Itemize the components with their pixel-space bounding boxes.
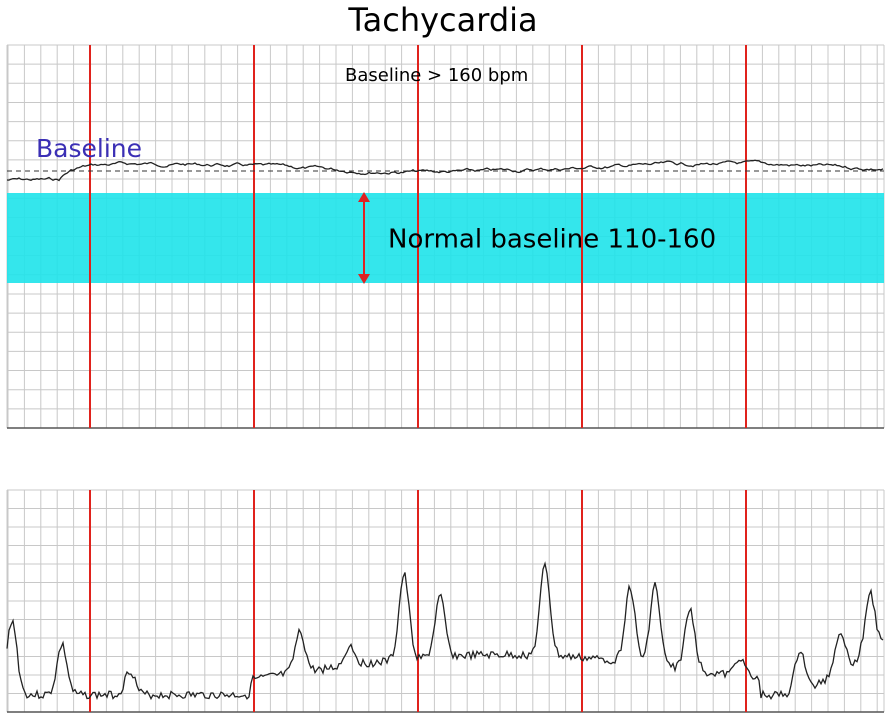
bottom-grid	[6, 489, 885, 713]
arrow-head	[358, 274, 370, 284]
top-grid	[6, 44, 885, 429]
title: Tachycardia	[347, 1, 537, 39]
toco-trace	[6, 561, 884, 701]
fhr-trace	[6, 159, 884, 182]
annotation: Baseline > 160 bpm	[345, 65, 528, 86]
baseline-label: Baseline	[36, 134, 142, 163]
band-label: Normal baseline 110-160	[388, 225, 716, 255]
normal-band	[7, 193, 884, 283]
arrow-head	[358, 192, 370, 202]
